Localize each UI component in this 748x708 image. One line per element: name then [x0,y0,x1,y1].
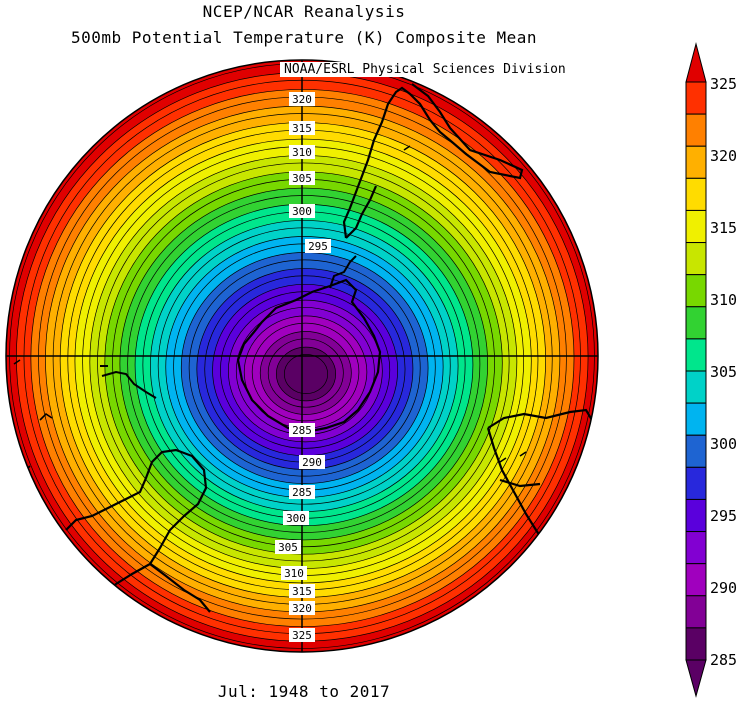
contour-label-box [289,92,315,106]
contour-label-box [305,239,331,253]
colorbar-swatch [685,434,707,468]
contour-line [97,162,510,562]
map-boundary [5,59,599,653]
colorbar-swatch [685,242,707,276]
contour-label-box [289,584,315,598]
colorbar-swatch [685,338,707,372]
colorbar-tick-label: 310 [710,291,737,309]
contour-label-box [289,171,315,185]
contour-line [74,138,532,584]
contour-line [227,299,383,443]
contour-line [196,268,414,470]
colorbar-swatch [685,402,707,436]
contour-label-box [299,455,325,469]
contour-label-box [289,145,315,159]
contour-label: 285 [292,424,312,437]
antarctic-peninsula-outline [329,255,357,289]
contour-line [220,291,391,449]
contour-label-box [283,511,309,525]
colorbar-bottom-arrow [685,659,707,698]
colorbar-swatch [685,274,707,308]
contour-value-labels: 320 315 310 305 300 295 285 290 285 300 305 310 315 3… [275,92,331,642]
colorbar-swatch [685,627,707,661]
contour-line [119,187,489,541]
contour-line [251,322,360,422]
contour-line [180,252,429,484]
contour-label: 310 [284,567,304,580]
contour-label-box [289,204,315,218]
colorbar-tick-label: 315 [710,219,737,237]
colorbar-swatch [685,81,707,115]
contour-label: 305 [292,172,312,185]
contour-label-box [275,540,301,554]
colorbar-swatch [685,370,707,404]
contour-line [157,227,451,505]
colorbar-swatch [685,531,707,565]
contour-label: 285 [292,486,312,499]
colorbar-tick-label: 290 [710,579,737,597]
colorbar-swatch [685,595,707,629]
contour-label-box [289,121,315,135]
contour-label: 310 [292,146,312,159]
contour-band [276,347,336,401]
colorbar-swatch [685,466,707,500]
colorbar-swatch [685,145,707,179]
contour-line [127,195,481,533]
period-label: Jul: 1948 to 2017 [217,682,391,701]
colorbar-tick-label: 300 [710,435,737,453]
colorbar-swatch [685,177,707,211]
contour-label: 305 [278,541,298,554]
credit-label: NOAA/ESRL Physical Sciences Division [280,62,570,77]
colorbar-swatch [685,563,707,597]
chart-subtitle: 500mb Potential Temperature (K) Composit… [70,28,538,47]
colorbar-swatch [685,306,707,340]
colorbar-tick-label: 285 [710,651,737,669]
contour-line [283,354,329,394]
australia-outline [65,448,211,613]
contour-label: 290 [302,456,322,469]
colorbar-tick-label: 320 [710,147,737,165]
contour-label: 325 [292,629,312,642]
colorbar-tick-label: 325 [710,75,737,93]
contour-label: 300 [286,512,306,525]
chart-title: NCEP/NCAR Reanalysis [202,2,406,21]
contour-label: 315 [292,585,312,598]
colorbar-swatch [685,498,707,533]
contour-label: 320 [292,93,312,106]
contour-label: 315 [292,122,312,135]
colorbar-tick-label: 305 [710,363,737,381]
contour-label-box [289,601,315,615]
contour-line [259,331,352,415]
contour-label-box [289,485,315,499]
colorbar-legend: 325 320 315 310 305 300 295 290 285 [685,42,737,698]
contour-label: 295 [308,240,328,253]
contour-label: 300 [292,205,312,218]
contour-label: 320 [292,602,312,615]
contour-line [188,259,421,477]
colorbar-top-arrow [685,42,707,83]
contour-label-box [289,423,315,437]
south-america-outline [342,83,524,239]
colorbar-tick-label: 295 [710,507,737,525]
new-zealand-outline [100,365,157,399]
contour-label-box [289,628,315,642]
contour-label-box [281,566,307,580]
colorbar-swatch [685,113,707,147]
contour-line [267,338,344,408]
colorbar-swatch [685,209,707,244]
contour-line [275,346,337,402]
